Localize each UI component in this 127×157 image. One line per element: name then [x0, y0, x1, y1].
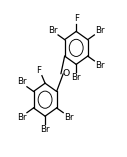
- Text: Br: Br: [95, 26, 104, 35]
- Text: Br: Br: [48, 26, 58, 35]
- Text: Br: Br: [17, 113, 26, 122]
- Text: Br: Br: [72, 73, 81, 82]
- Text: F: F: [74, 14, 79, 23]
- Text: Br: Br: [64, 113, 73, 122]
- Text: Br: Br: [95, 61, 104, 70]
- Text: Br: Br: [17, 77, 26, 86]
- Text: F: F: [36, 66, 41, 75]
- Text: Br: Br: [40, 125, 50, 134]
- Text: O: O: [62, 69, 69, 78]
